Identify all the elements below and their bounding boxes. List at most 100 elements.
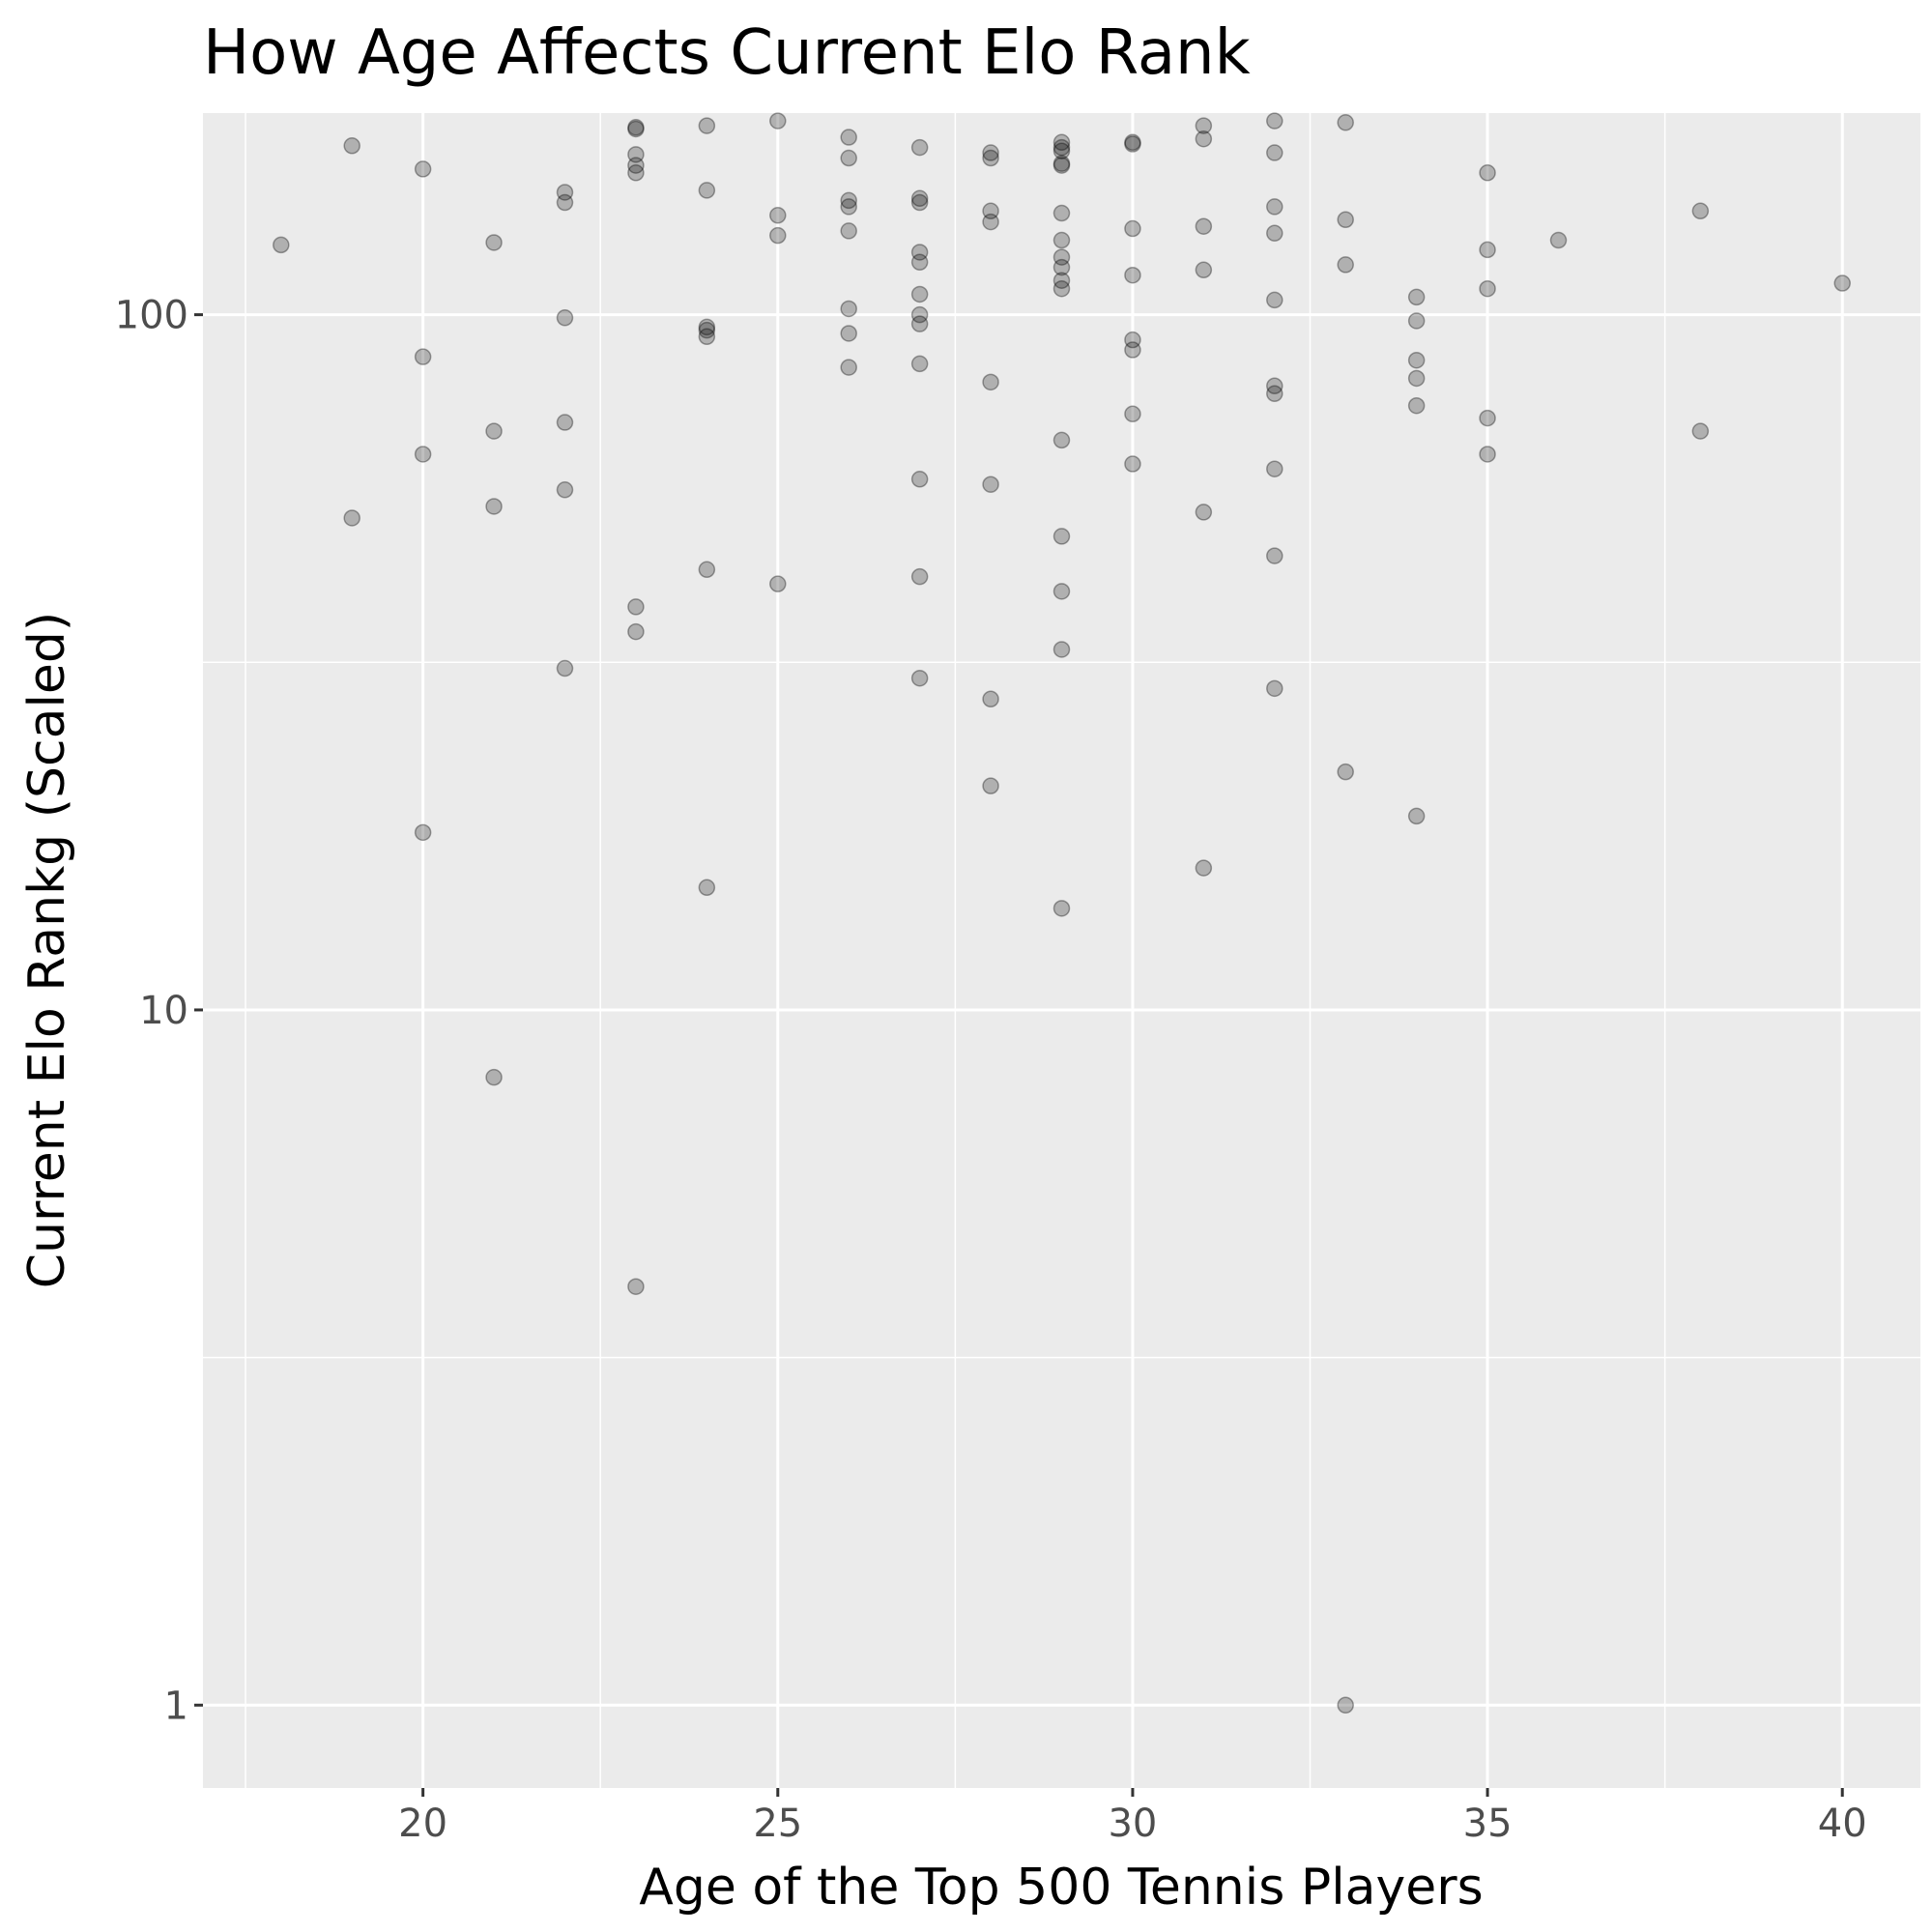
data-point	[910, 193, 929, 212]
y-axis: 1 10 100	[115, 294, 203, 1728]
data-point	[1479, 446, 1496, 463]
data-point	[1549, 231, 1568, 249]
data-point	[982, 144, 999, 161]
x-tick-label: 20	[398, 1802, 447, 1846]
y-axis-title: Current Elo Rankg (Scaled)	[18, 612, 76, 1288]
data-point	[1407, 288, 1426, 306]
data-point	[698, 117, 716, 134]
data-point	[910, 355, 929, 373]
data-point	[1053, 231, 1071, 249]
y-tick-label: 1	[164, 1684, 188, 1728]
data-point	[1195, 130, 1213, 148]
data-point	[698, 318, 716, 336]
data-point	[1266, 198, 1283, 216]
data-point	[1124, 266, 1141, 284]
data-point	[556, 659, 574, 678]
data-point	[1479, 409, 1496, 427]
data-point	[1195, 217, 1213, 235]
data-point	[414, 348, 432, 365]
data-point	[1266, 377, 1283, 395]
data-point	[1124, 341, 1141, 359]
data-point	[485, 498, 503, 515]
data-point	[1195, 261, 1213, 279]
data-point	[1479, 279, 1496, 298]
data-point	[485, 1068, 503, 1086]
data-point	[627, 164, 645, 182]
data-point	[982, 202, 999, 220]
data-point	[840, 325, 857, 342]
data-point	[769, 112, 787, 130]
data-point	[1124, 219, 1141, 238]
data-point	[840, 191, 857, 210]
data-point	[1337, 1696, 1354, 1715]
data-point	[698, 328, 716, 346]
data-point	[627, 119, 645, 136]
data-point	[1266, 291, 1283, 309]
data-point	[1407, 807, 1426, 825]
data-point	[769, 207, 787, 224]
data-point	[1266, 547, 1283, 564]
data-point	[1124, 331, 1141, 349]
data-point	[840, 129, 857, 146]
data-point	[1195, 117, 1213, 134]
data-point	[910, 471, 929, 488]
data-point	[1691, 422, 1710, 440]
major-gridlines	[203, 113, 1920, 1788]
data-point	[910, 305, 929, 324]
data-point	[627, 157, 645, 174]
data-point	[485, 234, 503, 251]
data-point	[1053, 258, 1071, 276]
data-point	[1124, 135, 1141, 153]
data-point	[1266, 144, 1283, 161]
data-point	[982, 777, 999, 794]
data-point	[1053, 248, 1071, 266]
data-point	[627, 1278, 645, 1295]
data-point	[1266, 679, 1283, 698]
data-point	[982, 149, 999, 167]
data-point	[556, 414, 574, 431]
data-point	[982, 690, 999, 708]
data-point	[1833, 274, 1851, 292]
data-point	[910, 567, 929, 586]
data-point	[414, 446, 432, 463]
data-point	[1407, 369, 1426, 388]
data-point	[1053, 204, 1071, 222]
data-point	[840, 149, 857, 167]
data-point	[627, 120, 645, 138]
data-point	[698, 182, 716, 199]
data-point	[627, 598, 645, 616]
data-point	[1053, 431, 1071, 449]
data-point	[910, 189, 929, 208]
data-point	[910, 285, 929, 303]
data-point	[273, 236, 290, 254]
data-point	[1053, 279, 1071, 298]
x-tick-label: 30	[1108, 1802, 1157, 1846]
data-point	[556, 481, 574, 499]
x-tick-label: 40	[1818, 1802, 1867, 1846]
data-point	[1266, 385, 1283, 403]
data-point	[1337, 256, 1354, 274]
data-point	[414, 160, 432, 178]
data-point	[1195, 504, 1213, 521]
data-point	[1053, 900, 1071, 917]
data-point	[556, 193, 574, 212]
data-point	[1053, 272, 1071, 289]
data-point	[1124, 405, 1141, 423]
data-point	[1266, 460, 1283, 477]
y-tick-label: 100	[115, 294, 188, 338]
data-point	[1337, 763, 1354, 781]
data-point	[910, 138, 929, 157]
chart-title: How Age Affects Current Elo Rank	[203, 17, 1251, 89]
data-point	[910, 669, 929, 687]
x-axis: 20 25 30 35 40	[398, 1788, 1867, 1846]
data-point	[1479, 241, 1496, 259]
data-point	[343, 509, 360, 527]
data-point	[343, 137, 360, 155]
data-point	[1337, 114, 1354, 131]
data-point	[1053, 142, 1071, 159]
minor-gridlines	[203, 113, 1920, 1788]
data-point	[1053, 133, 1071, 152]
data-point	[698, 561, 716, 579]
data-point	[1337, 211, 1354, 229]
